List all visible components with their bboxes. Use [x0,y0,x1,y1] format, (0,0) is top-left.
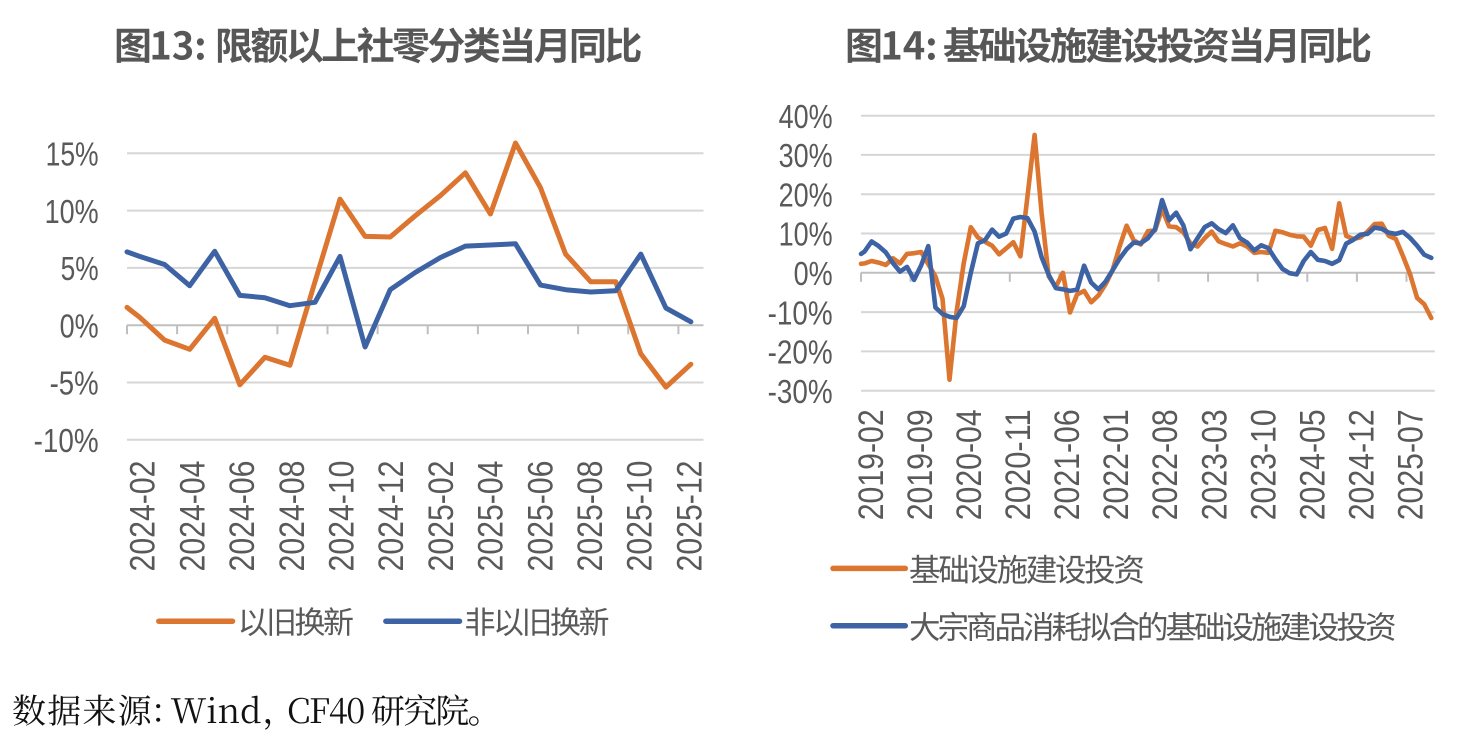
svg-text:0%: 0% [60,308,99,345]
svg-text:2024-04: 2024-04 [173,461,212,572]
svg-text:10%: 10% [45,194,99,231]
svg-text:2024-10: 2024-10 [323,461,362,572]
svg-text:2024-06: 2024-06 [223,461,262,572]
svg-text:2020-04: 2020-04 [950,409,989,520]
svg-text:-10%: -10% [768,295,833,332]
svg-text:2023-03: 2023-03 [1195,409,1234,520]
svg-text:2022-01: 2022-01 [1097,409,1136,520]
svg-text:2025-06: 2025-06 [521,461,560,572]
svg-text:2025-10: 2025-10 [621,461,660,572]
svg-text:2024-02: 2024-02 [124,461,163,572]
svg-text:2022-08: 2022-08 [1146,409,1185,520]
svg-text:0%: 0% [794,256,833,293]
svg-text:40%: 40% [779,99,833,136]
svg-text:2019-09: 2019-09 [901,409,940,520]
svg-text:2025-08: 2025-08 [571,461,610,572]
svg-text:2019-02: 2019-02 [852,409,891,520]
svg-text:2024-12: 2024-12 [1343,409,1382,520]
svg-text:2024-12: 2024-12 [372,461,411,572]
svg-text:2020-11: 2020-11 [999,409,1038,520]
svg-text:5%: 5% [61,251,99,288]
svg-text:2025-07: 2025-07 [1392,409,1431,520]
svg-text:15%: 15% [46,137,99,174]
svg-text:-20%: -20% [768,335,833,372]
svg-text:2025-02: 2025-02 [422,461,461,572]
svg-text:-10%: -10% [34,423,99,460]
svg-text:30%: 30% [779,138,833,175]
svg-text:2024-08: 2024-08 [273,461,312,572]
svg-text:-5%: -5% [50,366,99,403]
svg-text:-30%: -30% [768,374,833,411]
svg-text:2025-04: 2025-04 [472,461,511,572]
svg-text:10%: 10% [779,217,833,254]
svg-text:2023-10: 2023-10 [1244,409,1283,520]
svg-text:2025-12: 2025-12 [670,461,709,572]
svg-text:2024-05: 2024-05 [1293,409,1332,520]
svg-text:2021-06: 2021-06 [1048,409,1087,520]
svg-text:20%: 20% [779,177,833,214]
